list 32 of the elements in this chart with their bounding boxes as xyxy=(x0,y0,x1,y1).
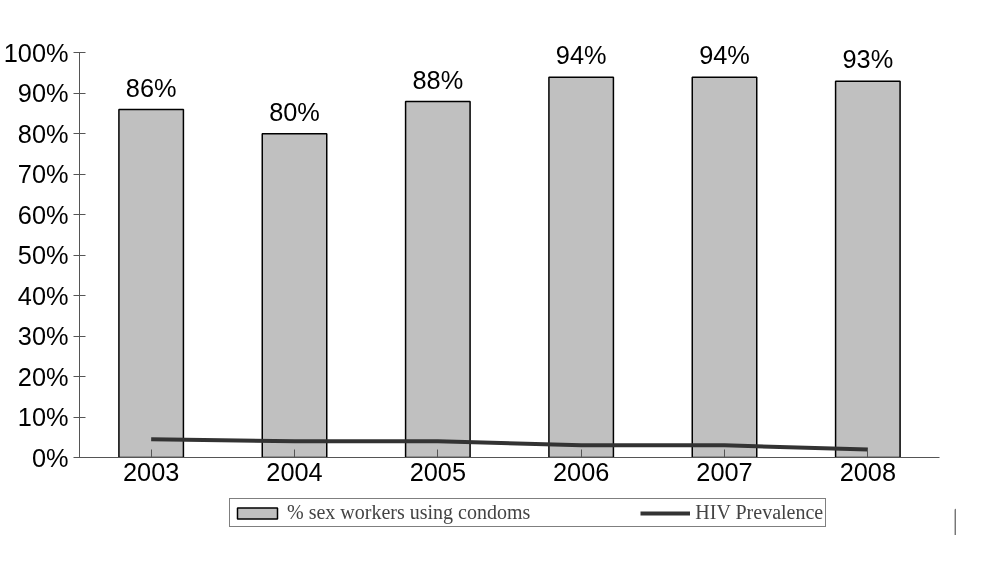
bar xyxy=(404,100,471,458)
y-tick-label: 100% xyxy=(3,38,69,67)
bar xyxy=(118,108,185,458)
x-tick-label: 2008 xyxy=(839,457,897,486)
y-tick-label: 20% xyxy=(17,362,69,391)
x-tick-label: 2005 xyxy=(409,457,467,486)
y-tick-label: 0% xyxy=(31,443,69,472)
data-label: 93% xyxy=(842,45,894,74)
y-tick-label: 10% xyxy=(17,403,69,432)
x-tick-label: 2003 xyxy=(122,457,180,486)
x-tick-label: 2004 xyxy=(266,457,323,486)
y-tick-label: 70% xyxy=(17,160,69,189)
bar xyxy=(261,133,328,458)
y-tick-label: 60% xyxy=(17,200,69,229)
bar xyxy=(548,76,615,458)
legend-label: % sex workers using condoms xyxy=(287,501,531,524)
data-label: 94% xyxy=(555,41,607,70)
legend-label: HIV Prevalence xyxy=(695,501,824,524)
bar xyxy=(834,80,901,458)
data-label: 88% xyxy=(412,65,464,94)
y-tick-label: 40% xyxy=(17,281,69,310)
y-tick-label: 80% xyxy=(17,119,69,148)
line-series xyxy=(149,437,870,452)
x-tick-label: 2007 xyxy=(696,457,753,486)
data-label: 86% xyxy=(125,73,177,102)
y-tick-label: 90% xyxy=(17,79,69,108)
x-tick-label: 2006 xyxy=(552,457,610,486)
y-tick-label: 30% xyxy=(17,322,69,351)
y-tick-label: 50% xyxy=(17,241,69,270)
data-label: 94% xyxy=(699,41,750,70)
bar xyxy=(691,76,758,458)
data-label: 80% xyxy=(269,97,320,126)
